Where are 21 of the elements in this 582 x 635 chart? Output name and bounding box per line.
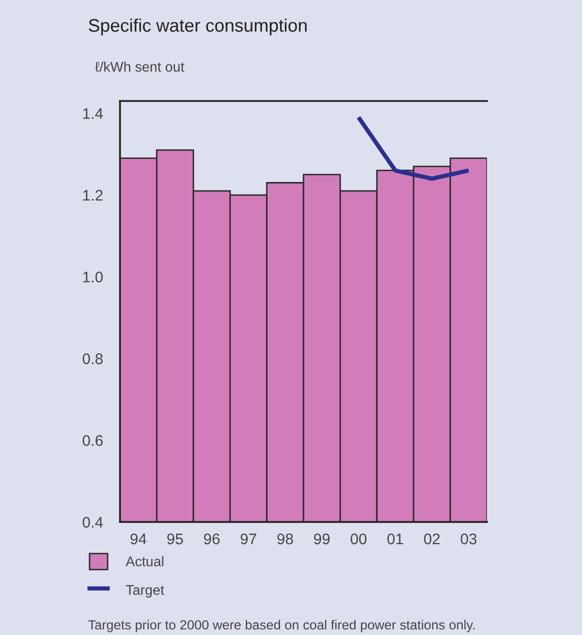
x-tick-label: 97 [240, 534, 256, 544]
x-tick-label: 98 [277, 534, 293, 544]
y-tick-label: 1.0 [83, 272, 103, 282]
y-tick-label: 0.8 [82, 353, 103, 364]
x-tick-label: 99 [314, 534, 330, 544]
x-tick-label: 95 [167, 534, 183, 544]
y-axis-title: ℓ/kWh sent out [95, 62, 184, 72]
chart-title: Specific water consumption [88, 18, 307, 36]
x-tick-label: 01 [387, 534, 403, 544]
legend-label: Actual [126, 556, 164, 566]
x-tick-label: 02 [424, 534, 440, 544]
y-tick-label: 0.6 [82, 435, 103, 446]
x-tick-label: 96 [204, 534, 220, 544]
y-tick-label: 1.2 [83, 190, 103, 201]
y-tick-label: 0.4 [82, 516, 103, 528]
x-tick-label: 94 [130, 534, 146, 544]
y-tick-label: 1.4 [83, 108, 103, 119]
legend-label: Target [126, 585, 164, 598]
text: Targets prior to 2000 were based on coal fired power stations only. [88, 620, 475, 632]
x-tick-label: 03 [460, 534, 476, 544]
x-tick-label: 00 [350, 534, 366, 544]
